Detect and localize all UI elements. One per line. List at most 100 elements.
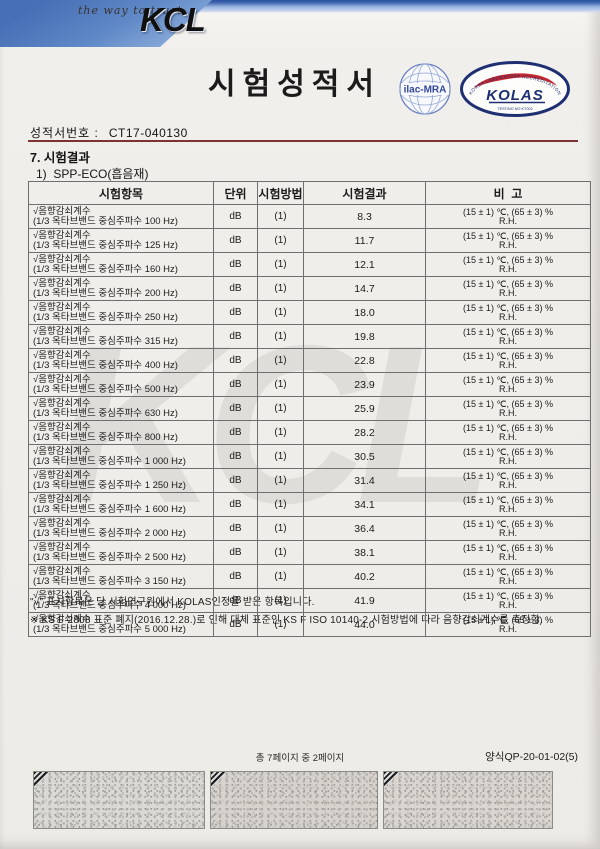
kcl-logo: KCL (140, 1, 206, 38)
remark-conditions: (15 ± 1) ℃, (65 ± 3) % (462, 543, 553, 553)
sample-photo-strip-2 (210, 771, 378, 829)
test-item-frequency: (1/3 옥타브밴드 중심주파수 800 Hz) (33, 431, 178, 443)
test-item-name: √음향감쇠계수 (33, 469, 91, 481)
test-item-name: √음향감쇠계수 (33, 277, 91, 289)
method-cell: (1) (257, 372, 304, 397)
remark-cell: (15 ± 1) ℃, (65 ± 3) % R.H. (425, 588, 591, 613)
method-cell: (1) (257, 324, 304, 349)
remark-cell: (15 ± 1) ℃, (65 ± 3) % R.H. (425, 444, 591, 469)
results-table: 시험항목 단위 시험방법 시험결과 비 고 √음향감쇠계수 (1/3 옥타브밴드… (28, 181, 591, 637)
test-item-name: √음향감쇠계수 (33, 253, 91, 265)
unit-cell: dB (213, 348, 258, 373)
remark-conditions: (15 ± 1) ℃, (65 ± 3) % (462, 327, 553, 337)
table-row: √음향감쇠계수 (1/3 옥타브밴드 중심주파수 2 000 Hz) dB (1… (28, 516, 591, 541)
col-header-test-method: 시험방법 (257, 181, 304, 205)
result-cell: 19.8 (303, 324, 426, 349)
result-cell: 40.2 (303, 564, 426, 589)
remark-cell: (15 ± 1) ℃, (65 ± 3) % R.H. (425, 228, 591, 253)
test-item-frequency: (1/3 옥타브밴드 중심주파수 100 Hz) (33, 215, 178, 227)
col-header-remarks: 비 고 (425, 181, 591, 205)
result-cell: 23.9 (303, 372, 426, 397)
test-item-cell: √음향감쇠계수 (1/3 옥타브밴드 중심주파수 100 Hz) (28, 204, 214, 229)
remark-rh: R.H. (499, 360, 517, 370)
remark-rh: R.H. (499, 216, 517, 226)
test-item-frequency: (1/3 옥타브밴드 중심주파수 5 000 Hz) (33, 623, 186, 635)
table-row: √음향감쇠계수 (1/3 옥타브밴드 중심주파수 630 Hz) dB (1) … (28, 396, 591, 421)
test-item-frequency: (1/3 옥타브밴드 중심주파수 200 Hz) (33, 287, 178, 299)
result-cell: 8.3 (303, 204, 426, 229)
method-cell: (1) (257, 612, 304, 637)
remark-cell: (15 ± 1) ℃, (65 ± 3) % R.H. (425, 324, 591, 349)
sample-corner-marker-icon (34, 772, 50, 788)
table-row: √음향감쇠계수 (1/3 옥타브밴드 중심주파수 4 000 Hz) dB (1… (28, 588, 591, 613)
table-row: √음향감쇠계수 (1/3 옥타브밴드 중심주파수 100 Hz) dB (1) … (28, 204, 591, 229)
remark-rh: R.H. (499, 312, 517, 322)
results-table-body: √음향감쇠계수 (1/3 옥타브밴드 중심주파수 100 Hz) dB (1) … (28, 204, 591, 637)
test-item-cell: √음향감쇠계수 (1/3 옥타브밴드 중심주파수 125 Hz) (28, 228, 214, 253)
test-item-name: √음향감쇠계수 (33, 517, 91, 529)
test-item-frequency: (1/3 옥타브밴드 중심주파수 1 000 Hz) (33, 455, 186, 467)
result-cell: 44.0 (303, 612, 426, 637)
test-item-frequency: (1/3 옥타브밴드 중심주파수 4 000 Hz) (33, 599, 186, 611)
test-item-name: √음향감쇠계수 (33, 205, 91, 217)
test-item-name: √음향감쇠계수 (33, 541, 91, 553)
sample-corner-marker-icon (384, 772, 400, 788)
test-item-name: √음향감쇠계수 (33, 421, 91, 433)
unit-cell: dB (213, 492, 258, 517)
unit-cell: dB (213, 324, 258, 349)
ilac-mra-logo-icon: ilac-MRA (399, 63, 451, 115)
remark-cell: (15 ± 1) ℃, (65 ± 3) % R.H. (425, 564, 591, 589)
unit-cell: dB (213, 612, 258, 637)
remark-rh: R.H. (499, 240, 517, 250)
remark-conditions: (15 ± 1) ℃, (65 ± 3) % (462, 303, 553, 313)
remark-cell: (15 ± 1) ℃, (65 ± 3) % R.H. (425, 492, 591, 517)
remark-rh: R.H. (499, 432, 517, 442)
test-item-frequency: (1/3 옥타브밴드 중심주파수 2 000 Hz) (33, 527, 186, 539)
remark-cell: (15 ± 1) ℃, (65 ± 3) % R.H. (425, 252, 591, 277)
method-cell: (1) (257, 492, 304, 517)
remark-rh: R.H. (499, 288, 517, 298)
test-item-frequency: (1/3 옥타브밴드 중심주파수 3 150 Hz) (33, 575, 186, 587)
test-item-cell: √음향감쇠계수 (1/3 옥타브밴드 중심주파수 2 500 Hz) (28, 540, 214, 565)
test-item-cell: √음향감쇠계수 (1/3 옥타브밴드 중심주파수 160 Hz) (28, 252, 214, 277)
remark-rh: R.H. (499, 624, 517, 634)
result-cell: 38.1 (303, 540, 426, 565)
unit-cell: dB (213, 396, 258, 421)
test-item-frequency: (1/3 옥타브밴드 중심주파수 160 Hz) (33, 263, 178, 275)
table-row: √음향감쇠계수 (1/3 옥타브밴드 중심주파수 5 000 Hz) dB (1… (28, 612, 591, 637)
test-item-cell: √음향감쇠계수 (1/3 옥타브밴드 중심주파수 630 Hz) (28, 396, 214, 421)
result-cell: 28.2 (303, 420, 426, 445)
unit-cell: dB (213, 420, 258, 445)
divider-rule (28, 140, 578, 142)
ilac-mra-label: ilac-MRA (404, 85, 447, 96)
method-cell: (1) (257, 252, 304, 277)
table-row: √음향감쇠계수 (1/3 옥타브밴드 중심주파수 500 Hz) dB (1) … (28, 372, 591, 397)
table-row: √음향감쇠계수 (1/3 옥타브밴드 중심주파수 160 Hz) dB (1) … (28, 252, 591, 277)
kolas-number-label: TESTING NO KT002 (497, 107, 532, 111)
test-item-cell: √음향감쇠계수 (1/3 옥타브밴드 중심주파수 1 000 Hz) (28, 444, 214, 469)
unit-cell: dB (213, 564, 258, 589)
unit-cell: dB (213, 204, 258, 229)
remark-rh: R.H. (499, 528, 517, 538)
kolas-logo-icon: KOREA LABORATORY ACCREDITATION SCHEME KO… (459, 60, 570, 117)
result-cell: 18.0 (303, 300, 426, 325)
remark-rh: R.H. (499, 336, 517, 346)
sample-corner-marker-icon (211, 772, 227, 788)
remark-rh: R.H. (499, 600, 517, 610)
sample-photo-strip-1 (33, 771, 205, 829)
remark-rh: R.H. (499, 576, 517, 586)
table-row: √음향감쇠계수 (1/3 옥타브밴드 중심주파수 2 500 Hz) dB (1… (28, 540, 591, 565)
method-cell: (1) (257, 468, 304, 493)
remark-rh: R.H. (499, 384, 517, 394)
test-item-frequency: (1/3 옥타브밴드 중심주파수 2 500 Hz) (33, 551, 186, 563)
kcl-tagline: the way to trust (78, 4, 183, 17)
remark-conditions: (15 ± 1) ℃, (65 ± 3) % (462, 447, 553, 457)
unit-cell: dB (213, 540, 258, 565)
test-item-name: √음향감쇠계수 (33, 229, 91, 241)
result-cell: 31.4 (303, 468, 426, 493)
remark-cell: (15 ± 1) ℃, (65 ± 3) % R.H. (425, 540, 591, 565)
remark-cell: (15 ± 1) ℃, (65 ± 3) % R.H. (425, 468, 591, 493)
method-cell: (1) (257, 588, 304, 613)
remark-cell: (15 ± 1) ℃, (65 ± 3) % R.H. (425, 300, 591, 325)
subsection-title: 1) SPP-ECO(흡음재) (36, 167, 149, 181)
